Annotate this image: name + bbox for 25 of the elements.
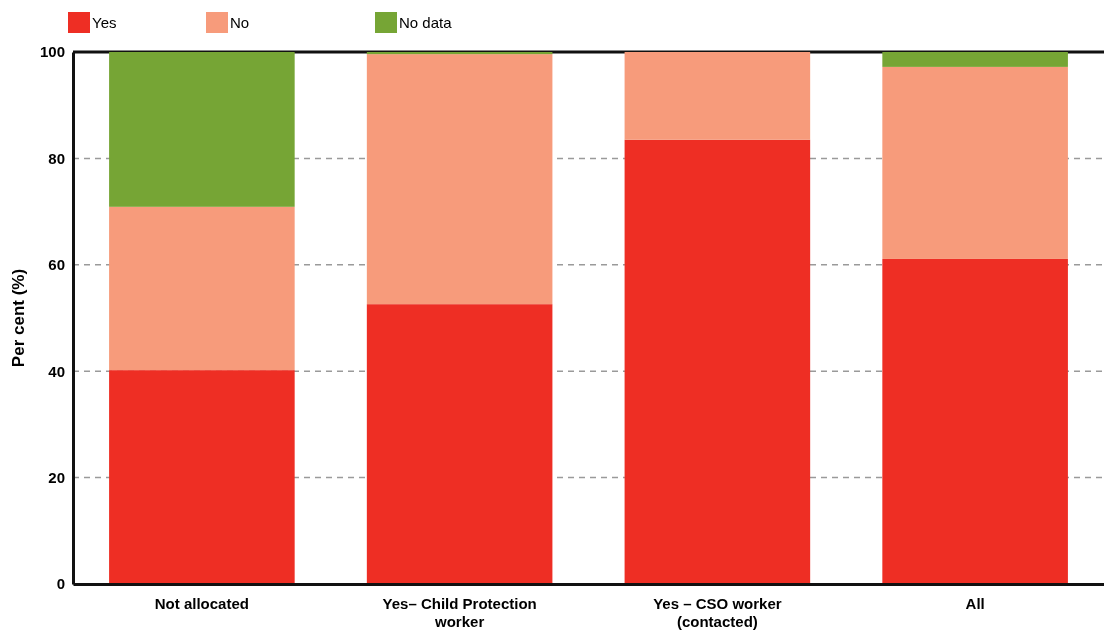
bar [109,52,295,207]
y-tick-label: 0 [56,575,65,593]
bar [882,66,1068,259]
bar [624,139,811,584]
y-tick-label: 80 [48,149,65,167]
bar [882,52,1068,67]
bar [624,52,811,140]
y-tick-label: 20 [48,468,65,486]
bar [366,52,553,55]
y-tick-label: 100 [39,43,65,61]
legend-label: Yes [92,14,117,31]
x-tick-label: All [965,594,985,612]
x-tick-label: Yes– Child Protection worker [382,594,537,631]
bar [109,370,295,584]
x-tick-label: Not allocated [154,594,249,612]
y-tick-label: 40 [48,362,65,380]
bar [366,304,553,584]
legend-label: No [230,14,250,31]
bar [882,258,1068,584]
bar [366,54,553,305]
legend-label: No data [399,14,453,31]
x-tick-label: Yes – CSO worker (contacted) [653,594,782,631]
y-axis-title: Per cent (%) [9,268,28,368]
y-tick-label: 60 [48,256,65,274]
bar [109,206,295,371]
